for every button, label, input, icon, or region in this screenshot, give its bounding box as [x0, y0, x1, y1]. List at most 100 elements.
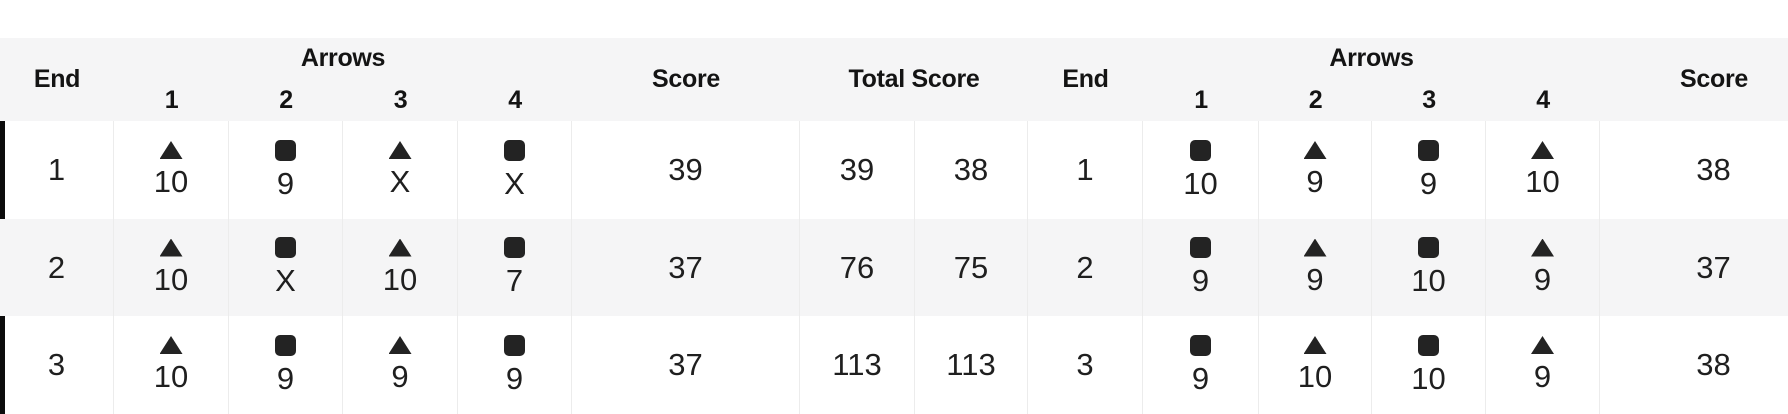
end-score: 37 — [1696, 249, 1731, 285]
running-total: 38 — [953, 152, 989, 187]
arrow-value: 10 — [1411, 360, 1446, 396]
arrow-number-header: 4 — [1536, 85, 1550, 114]
arrow-value: 9 — [391, 359, 409, 394]
arrow-cell: 9 — [229, 316, 343, 414]
arrows-group-header-right: Arrows — [1329, 44, 1414, 73]
running-total: 39 — [839, 152, 875, 187]
arrow-cell: 10 — [114, 121, 229, 219]
end-cell: 2 — [0, 219, 114, 316]
running-total-cell: 39 — [800, 121, 915, 219]
square-icon — [275, 139, 296, 161]
triangle-icon — [1303, 141, 1327, 159]
score-table-header: End Arrows 1 2 3 4 Score Total Score End… — [0, 38, 1788, 121]
arrow-number-header: 1 — [164, 85, 179, 114]
arrow-number-header: 4 — [508, 85, 522, 114]
triangle-icon — [1303, 336, 1327, 354]
square-icon — [1190, 237, 1211, 258]
arrow-value: X — [275, 263, 296, 298]
score-cell: 38 — [1600, 121, 1788, 219]
end-row[interactable]: 1 10 9 X X 39 39 38 1 10 9 9 10 38 — [0, 121, 1788, 219]
arrow-cell: 9 — [1486, 219, 1600, 316]
arrows-group-header-left: Arrows — [300, 44, 386, 73]
arrow-cell: 9 — [1259, 121, 1372, 219]
end-score: 37 — [668, 249, 703, 285]
arrow-cell: 10 — [114, 316, 229, 414]
arrow-number-header: 2 — [279, 85, 293, 114]
arrow-cell: X — [343, 121, 458, 219]
arrow-cell: 9 — [229, 121, 343, 219]
end-column-header-right: End — [1062, 65, 1109, 93]
arrow-value: X — [389, 164, 411, 199]
arrow-value: 10 — [1183, 165, 1218, 201]
end-row[interactable]: 3 10 9 9 9 37 113 113 3 9 10 10 9 38 — [0, 316, 1788, 414]
triangle-icon — [1531, 238, 1554, 257]
arrow-cell: 10 — [1143, 121, 1259, 219]
arrow-cell: 9 — [458, 316, 572, 414]
running-total-cell: 113 — [915, 316, 1028, 414]
triangle-icon — [1531, 141, 1554, 159]
arrow-value: 9 — [1419, 165, 1438, 201]
end-column-header-left: End — [33, 65, 81, 93]
end-row[interactable]: 2 10 X 10 7 37 76 75 2 9 9 10 9 37 — [0, 219, 1788, 316]
arrow-cell: 9 — [1143, 316, 1259, 414]
arrow-number-header: 3 — [1422, 85, 1436, 114]
triangle-icon — [159, 336, 183, 354]
arrow-value: X — [504, 165, 525, 201]
arrow-value: 9 — [1191, 360, 1210, 396]
arrow-number-header: 1 — [1194, 85, 1208, 114]
arrow-cell: 9 — [1259, 219, 1372, 316]
square-icon — [275, 334, 296, 356]
square-icon — [504, 237, 525, 258]
triangle-icon — [388, 141, 412, 159]
end-score: 39 — [668, 152, 703, 187]
score-cell: 38 — [1600, 316, 1788, 414]
arrow-value: 7 — [505, 263, 524, 298]
running-total-cell: 113 — [800, 316, 915, 414]
triangle-icon — [388, 336, 412, 354]
running-total: 113 — [832, 347, 882, 382]
end-score: 37 — [668, 347, 703, 382]
arrow-value: 10 — [1411, 263, 1446, 298]
triangle-icon — [1303, 238, 1327, 257]
arrow-cell: 10 — [1372, 219, 1486, 316]
end-number: 3 — [47, 347, 66, 382]
score-column-header-left: Score — [652, 65, 720, 93]
arrow-cell: 9 — [343, 316, 458, 414]
end-number: 1 — [47, 152, 66, 187]
square-icon — [1190, 139, 1211, 161]
running-total-cell: 75 — [915, 219, 1028, 316]
arrow-cell: 9 — [1143, 219, 1259, 316]
end-cell: 1 — [0, 121, 114, 219]
arrow-cell: X — [458, 121, 572, 219]
square-icon — [1418, 139, 1439, 161]
running-total-cell: 38 — [915, 121, 1028, 219]
running-total: 76 — [839, 249, 875, 285]
score-cell: 37 — [1600, 219, 1788, 316]
arrow-value: 10 — [153, 164, 189, 199]
square-icon — [504, 334, 525, 356]
arrow-value: 10 — [153, 359, 189, 394]
score-cell: 37 — [572, 219, 800, 316]
arrow-value: 9 — [1533, 359, 1552, 394]
arrow-value: 10 — [382, 261, 418, 297]
arrow-cell: 9 — [1486, 316, 1600, 414]
triangle-icon — [1531, 336, 1554, 354]
square-icon — [504, 139, 525, 161]
triangle-icon — [159, 141, 183, 159]
end-score: 38 — [1696, 347, 1731, 382]
total-score-column-header: Total Score — [848, 65, 980, 93]
running-total: 75 — [953, 249, 989, 285]
arrow-value: 9 — [1306, 261, 1324, 297]
arrow-cell: X — [229, 219, 343, 316]
triangle-icon — [159, 238, 183, 257]
top-spacer — [0, 0, 1788, 38]
end-number: 2 — [1076, 249, 1094, 285]
arrow-cell: 10 — [343, 219, 458, 316]
arrow-value: 10 — [153, 261, 189, 297]
arrow-cell: 10 — [114, 219, 229, 316]
arrow-cell: 10 — [1486, 121, 1600, 219]
arrow-cell: 10 — [1259, 316, 1372, 414]
running-total-cell: 76 — [800, 219, 915, 316]
end-cell: 3 — [1028, 316, 1143, 414]
